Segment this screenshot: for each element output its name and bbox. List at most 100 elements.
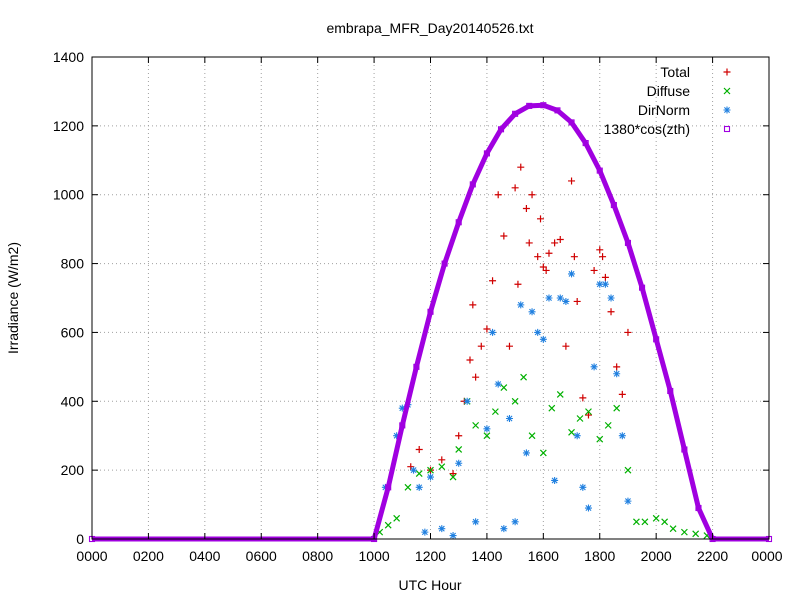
diffuse-point <box>556 390 564 398</box>
cos-point <box>596 167 603 174</box>
chart-title: embrapa_MFR_Day20140526.txt <box>326 20 533 36</box>
series-dirnorm <box>381 270 632 540</box>
y-tick-label: 600 <box>61 324 85 340</box>
total-point <box>596 246 604 254</box>
diffuse-point <box>576 415 584 422</box>
total-point <box>562 342 570 350</box>
dirnorm-point <box>562 297 570 305</box>
dirnorm-point <box>455 459 463 467</box>
dirnorm-point <box>551 476 559 484</box>
total-point <box>522 204 530 212</box>
total-point <box>590 266 598 274</box>
total-point <box>455 432 463 440</box>
total-point <box>415 445 423 453</box>
dirnorm-point <box>618 432 626 440</box>
dirnorm-point <box>624 497 632 505</box>
dirnorm-point <box>573 432 581 440</box>
total-point <box>599 253 607 261</box>
x-tick-label: 1400 <box>471 548 502 564</box>
diffuse-point <box>472 421 480 429</box>
y-tick-label: 1200 <box>53 118 84 134</box>
cos-point <box>469 181 476 188</box>
diffuse-point <box>661 518 669 526</box>
diffuse-point <box>680 528 688 536</box>
x-tick-label: 1000 <box>359 548 390 564</box>
total-point <box>477 342 485 350</box>
dirnorm-point <box>415 483 423 491</box>
total-point <box>517 163 525 171</box>
total-point <box>545 249 553 257</box>
cos-curve <box>92 102 769 542</box>
diffuse-point <box>491 408 499 416</box>
diffuse-point <box>449 473 457 481</box>
y-tick-label: 800 <box>61 256 85 272</box>
dirnorm-point <box>607 294 615 302</box>
dirnorm-point <box>438 525 446 533</box>
diffuse-point <box>632 518 640 526</box>
y-tick-label: 1000 <box>53 187 84 203</box>
dirnorm-point <box>590 363 598 371</box>
diffuse-point <box>604 421 612 429</box>
y-tick-label: 1400 <box>53 49 84 65</box>
dirnorm-point <box>489 328 497 336</box>
total-point <box>500 232 508 240</box>
y-tick-label: 0 <box>76 531 84 547</box>
grid-lines <box>92 57 769 539</box>
dirnorm-point <box>483 425 491 433</box>
dirnorm-point <box>556 294 564 302</box>
x-tick-label: 1800 <box>584 548 615 564</box>
total-point <box>556 235 564 243</box>
total-point <box>570 253 578 261</box>
dirnorm-point <box>601 280 609 288</box>
cos-point <box>413 363 420 370</box>
dirnorm-point <box>472 518 480 526</box>
diffuse-point <box>455 446 463 453</box>
total-point <box>472 373 480 381</box>
y-tick-label: 200 <box>61 462 85 478</box>
dirnorm-point <box>522 449 530 457</box>
cos-point <box>497 126 505 133</box>
total-point <box>511 184 519 192</box>
dirnorm-point <box>534 328 542 336</box>
cos-point <box>653 336 660 343</box>
legend: Total Diffuse DirNorm 1380*cos(zth) <box>604 64 731 137</box>
x-tick-label: 1200 <box>415 548 446 564</box>
total-point <box>607 308 615 316</box>
dirnorm-point <box>511 518 519 526</box>
cos-point <box>441 260 448 267</box>
dirnorm-point <box>539 335 547 343</box>
total-point <box>618 390 626 398</box>
x-tick-label: 0000 <box>76 548 107 564</box>
legend-label-diffuse: Diffuse <box>647 83 691 99</box>
dirnorm-point <box>613 370 621 378</box>
total-point <box>525 239 533 247</box>
dirnorm-point <box>579 483 587 491</box>
dirnorm-point <box>505 415 513 422</box>
x-tick-label: 2200 <box>697 548 728 564</box>
legend-marker-total <box>723 68 731 76</box>
total-point <box>534 253 542 261</box>
dirnorm-point <box>545 294 553 302</box>
x-tick-label: 1600 <box>528 548 559 564</box>
dirnorm-point <box>393 432 401 440</box>
legend-label-dirnorm: DirNorm <box>638 102 690 118</box>
dirnorm-point <box>584 504 592 512</box>
total-point <box>483 325 491 333</box>
diffuse-point <box>427 466 434 474</box>
diffuse-point <box>641 518 649 526</box>
total-point <box>601 273 609 281</box>
diffuse-point <box>500 384 508 391</box>
cos-point <box>582 140 589 147</box>
dirnorm-point <box>568 270 576 278</box>
dirnorm-point <box>596 280 604 288</box>
cos-point <box>568 119 575 126</box>
x-tick-label: 2000 <box>641 548 672 564</box>
diffuse-point <box>528 432 536 440</box>
diffuse-point <box>393 514 401 522</box>
x-tick-label: 0600 <box>246 548 277 564</box>
total-point <box>514 280 522 288</box>
dirnorm-point <box>449 532 457 540</box>
total-point <box>579 394 587 402</box>
total-point <box>537 215 545 223</box>
x-tick-label: 0000 <box>751 548 782 564</box>
